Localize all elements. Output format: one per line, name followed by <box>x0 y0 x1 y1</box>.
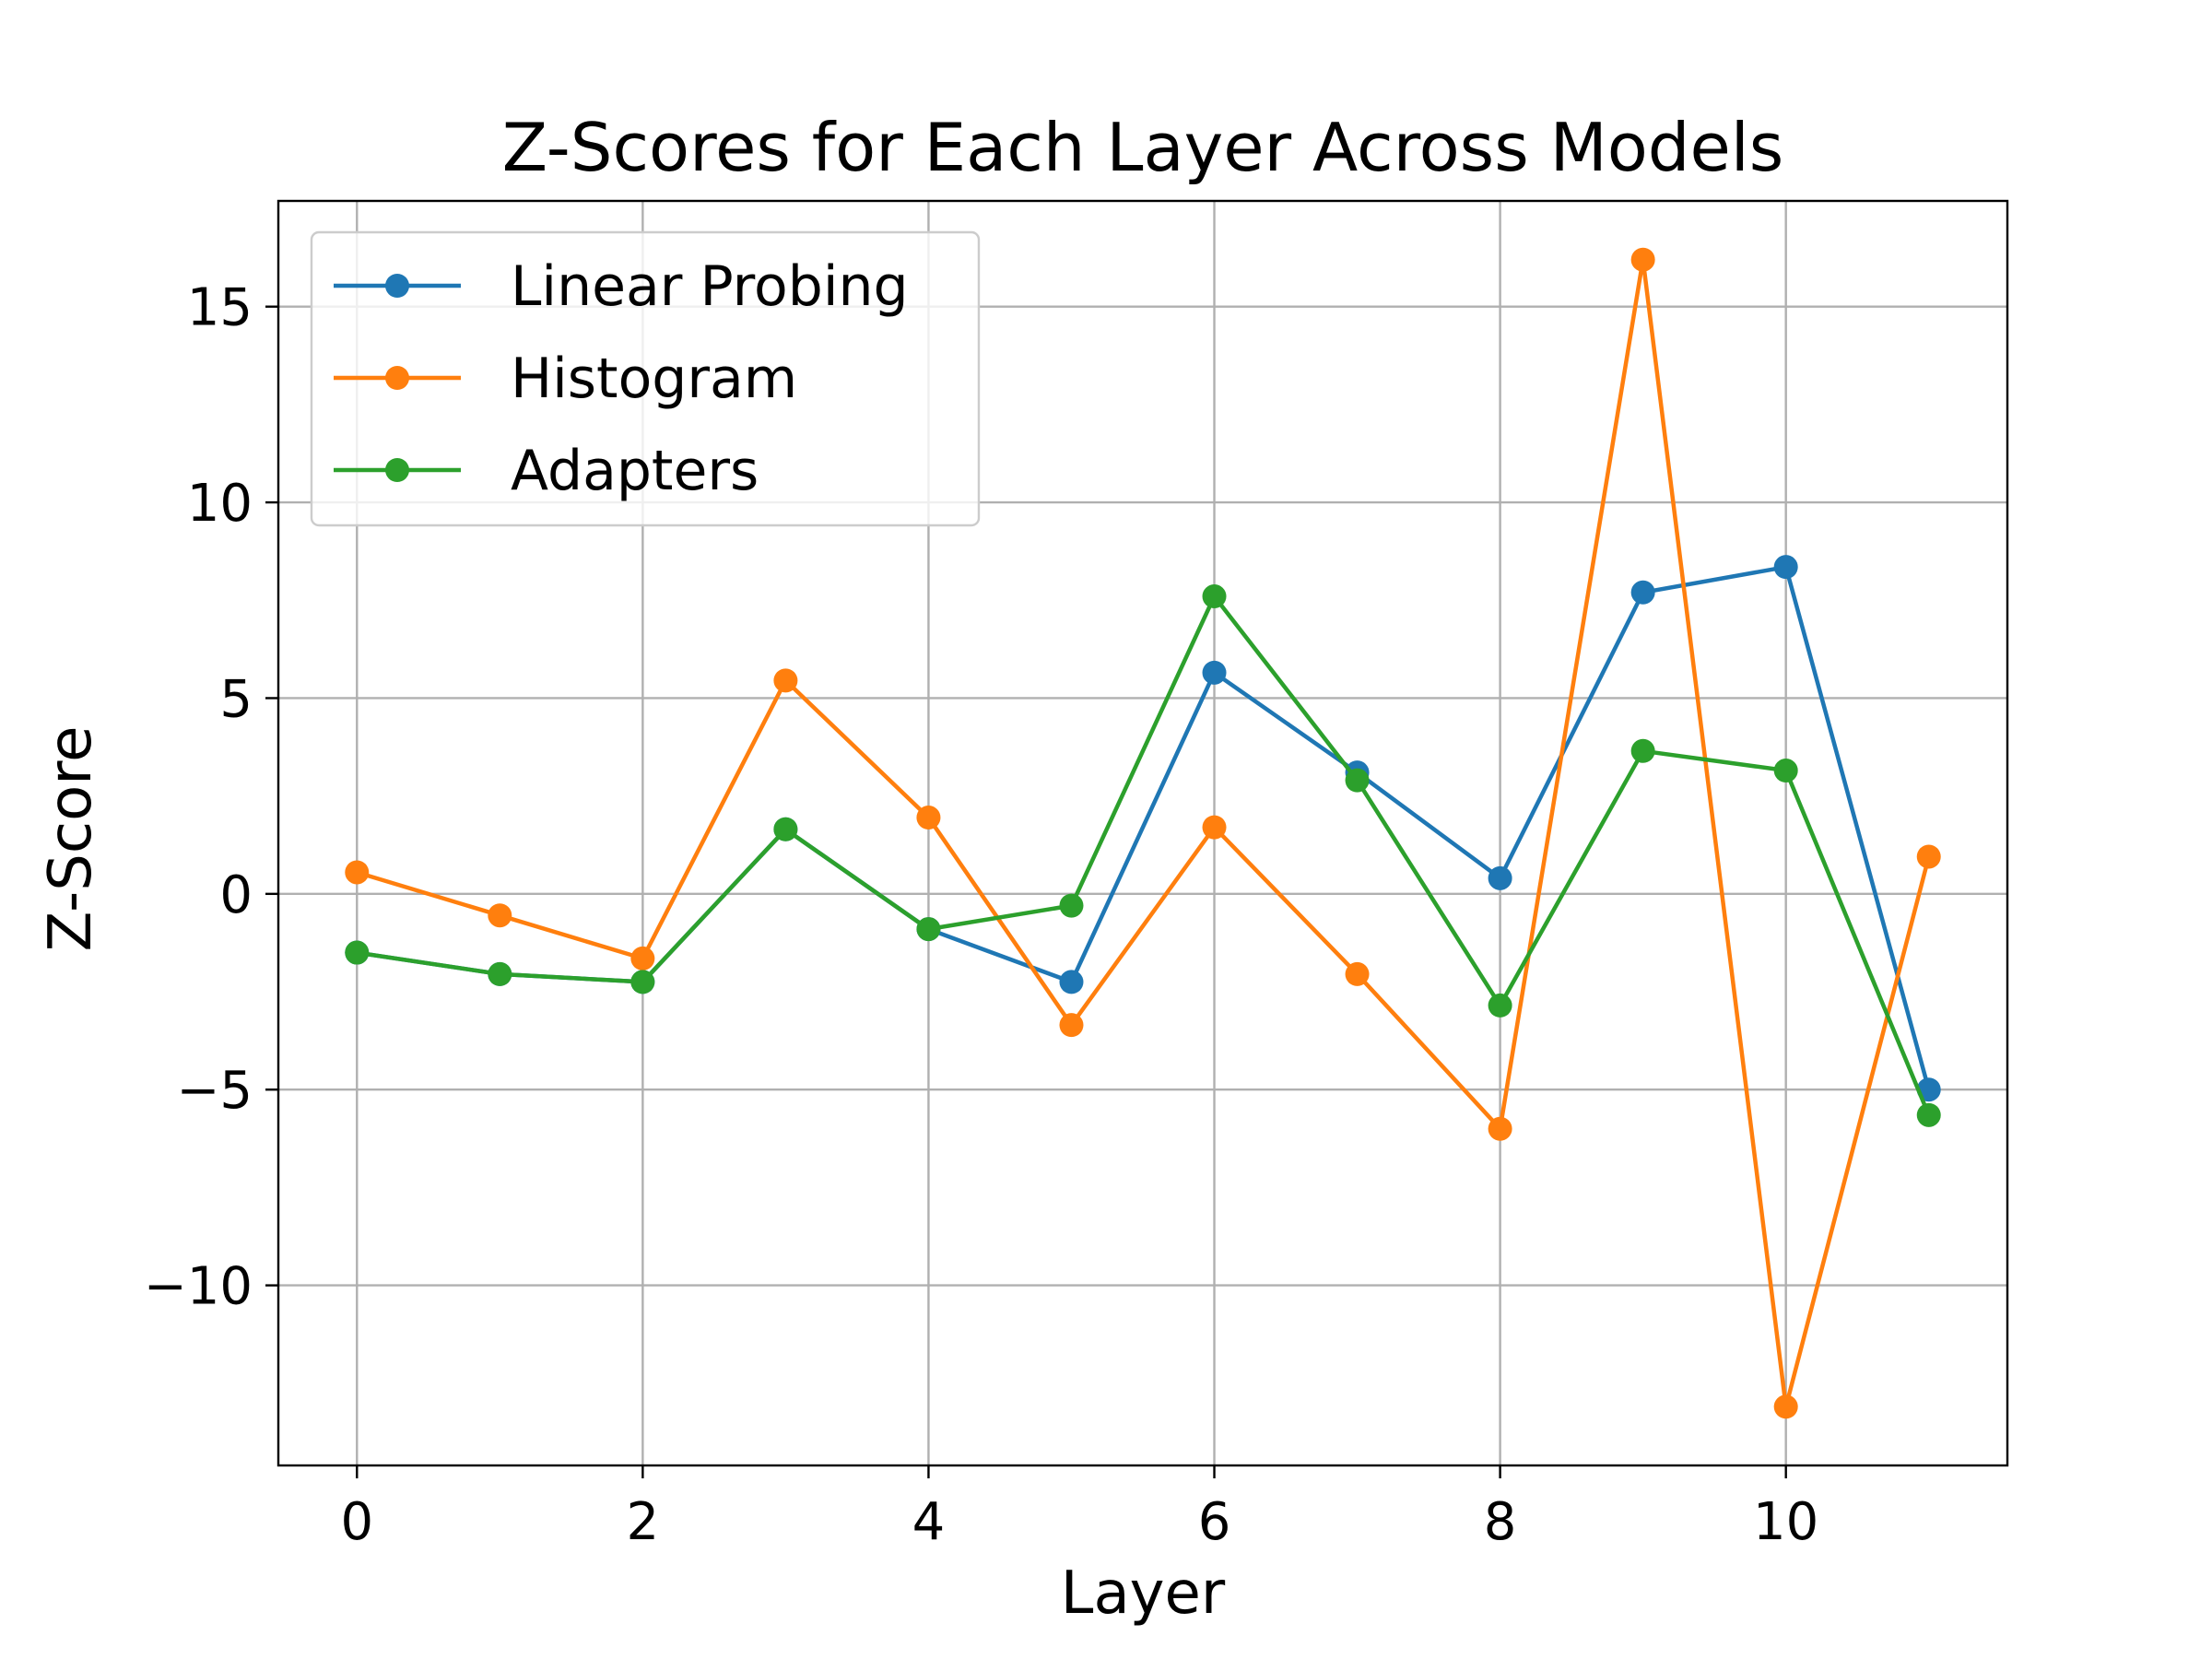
series-line-histogram <box>354 257 1932 1409</box>
y-tick-label: −5 <box>176 1061 253 1121</box>
data-point-histogram <box>1916 844 1941 869</box>
y-axis-label: Z-Score <box>37 725 105 951</box>
legend-swatch-marker <box>385 458 409 482</box>
legend-item-adapters: Adapters <box>334 439 759 503</box>
y-tick-label: 0 <box>219 865 253 925</box>
legend-item-histogram: Histogram <box>334 347 797 411</box>
ticks: 0 2 4 6 8 10 −10 −5 0 5 10 15 <box>144 278 1819 1552</box>
data-point-adapters <box>1773 759 1798 783</box>
series-adapters <box>345 584 1941 1127</box>
data-point-linear-probing <box>1488 865 1512 890</box>
data-point-histogram <box>1345 961 1370 986</box>
data-point-histogram <box>1773 1394 1798 1419</box>
data-point-adapters <box>488 961 512 986</box>
y-tick-label: 10 <box>187 474 253 534</box>
legend-label: Histogram <box>511 347 797 411</box>
legend-swatch-marker <box>385 366 409 390</box>
data-point-adapters <box>1202 584 1227 609</box>
legend-swatch-marker <box>385 274 409 298</box>
series-linear-probing <box>345 555 1941 1102</box>
legend-box <box>310 230 981 527</box>
data-point-histogram <box>916 806 941 830</box>
x-tick-label: 4 <box>912 1492 946 1552</box>
data-point-histogram <box>488 903 512 928</box>
data-point-adapters <box>1059 893 1084 918</box>
data-point-adapters <box>630 970 655 994</box>
data-point-linear-probing <box>1773 555 1798 580</box>
legend-item-linear-probing: Linear Probing <box>334 254 909 319</box>
data-point-adapters <box>773 817 798 841</box>
y-tick-label: 5 <box>219 669 253 729</box>
legend-label: Adapters <box>511 439 759 503</box>
y-tick-label: 15 <box>187 278 253 338</box>
data-point-adapters <box>1630 738 1655 763</box>
data-point-adapters <box>1488 993 1512 1018</box>
x-tick-label: 10 <box>1753 1492 1818 1552</box>
data-point-histogram <box>1059 1013 1084 1038</box>
series-histogram <box>345 247 1941 1419</box>
data-point-adapters <box>1916 1102 1941 1127</box>
data-point-adapters <box>916 917 941 942</box>
data-point-histogram <box>630 946 655 971</box>
data-point-adapters <box>1345 768 1370 793</box>
x-tick-label: 2 <box>627 1492 660 1552</box>
x-tick-label: 6 <box>1198 1492 1231 1552</box>
x-axis-label: Layer <box>1061 1559 1226 1628</box>
legend-label: Linear Probing <box>511 254 909 319</box>
y-tick-label: −10 <box>144 1257 253 1317</box>
data-point-histogram <box>345 860 370 885</box>
data-point-histogram <box>773 668 798 693</box>
x-tick-label: 0 <box>340 1492 373 1552</box>
data-point-linear-probing <box>1202 660 1227 685</box>
data-point-histogram <box>1488 1116 1512 1141</box>
series-line-adapters <box>354 594 1932 1118</box>
data-point-linear-probing <box>1059 970 1084 994</box>
chart-title: Z-Scores for Each Layer Across Models <box>502 109 1784 186</box>
data-point-histogram <box>1630 247 1655 272</box>
series-group <box>345 247 1941 1419</box>
legend: Linear Probing Histogram Adapters <box>310 230 981 527</box>
plot-frame <box>276 199 2009 1467</box>
x-tick-label: 8 <box>1484 1492 1517 1552</box>
data-point-histogram <box>1202 815 1227 840</box>
data-point-adapters <box>345 940 370 965</box>
data-point-linear-probing <box>1630 580 1655 605</box>
